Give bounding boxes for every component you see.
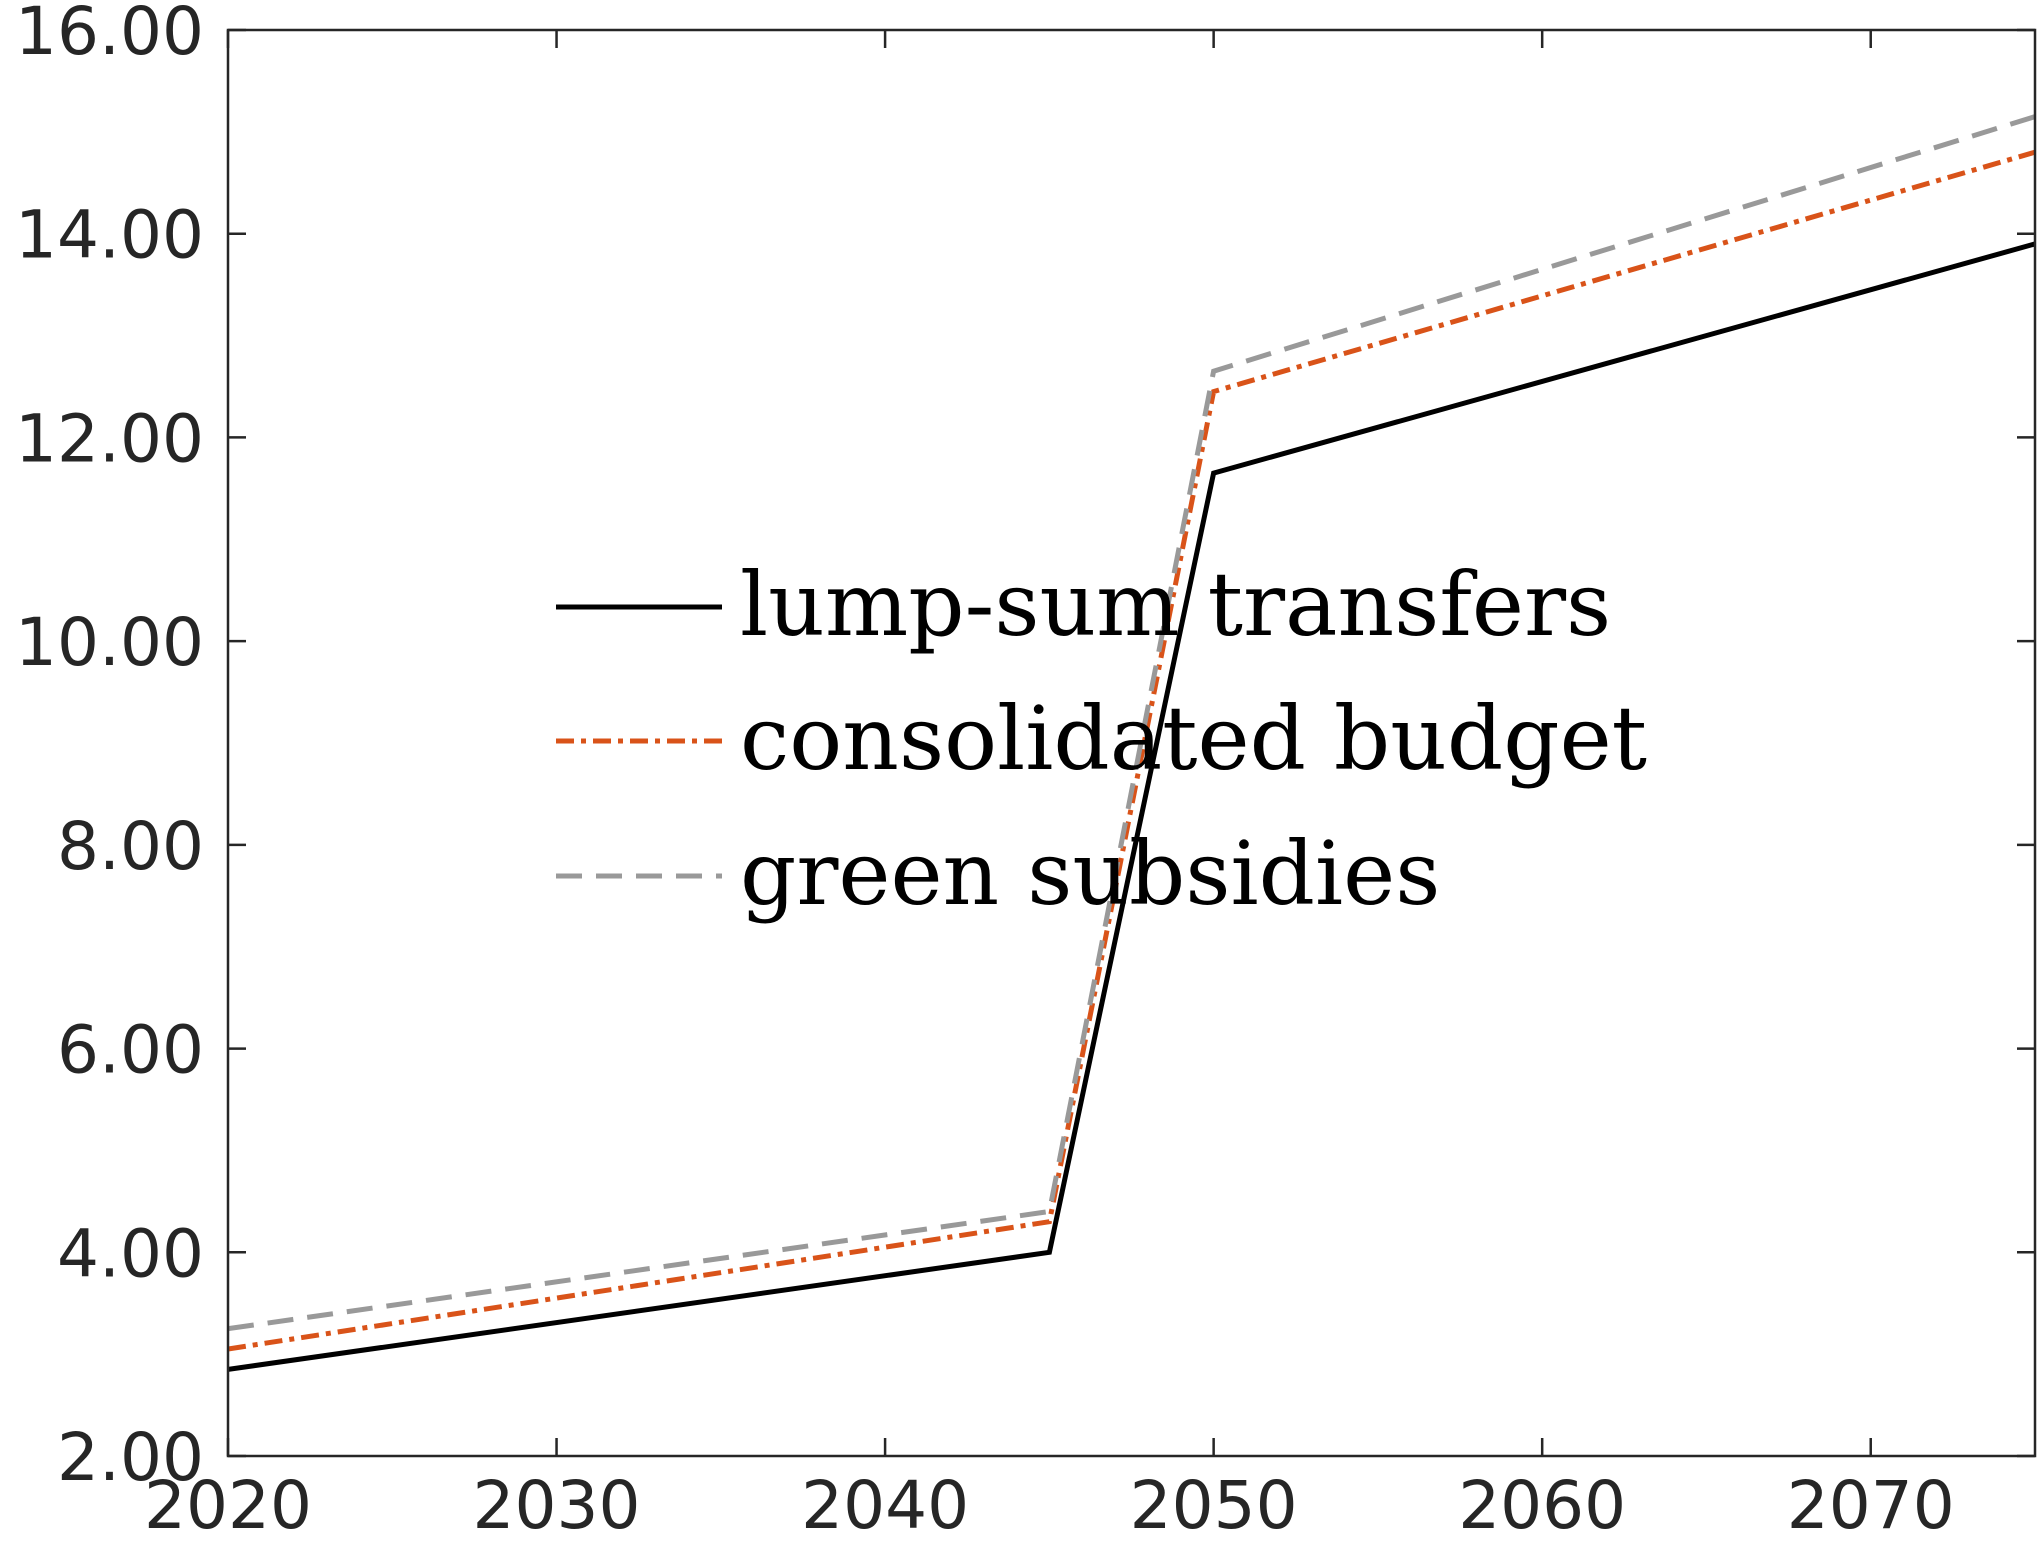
series-line-1 xyxy=(228,241,2035,1372)
y-tick-label: 14.00 xyxy=(15,197,204,274)
legend-label: consolidated budget xyxy=(740,687,1647,790)
legend-label: green subsidies xyxy=(740,822,1440,925)
legend-item: lump-sum transfers xyxy=(556,553,1611,656)
x-tick-label: 2040 xyxy=(801,1467,969,1544)
plot-area xyxy=(228,114,2035,1372)
y-tick-label: 12.00 xyxy=(15,400,204,477)
y-tick-label: 16.00 xyxy=(15,0,204,70)
x-tick-label: 2060 xyxy=(1458,1467,1626,1544)
x-tick-label: 2070 xyxy=(1787,1467,1955,1544)
series-line-3 xyxy=(228,114,2035,1332)
x-tick-label: 2030 xyxy=(473,1467,641,1544)
x-tick-label: 2050 xyxy=(1130,1467,1298,1544)
y-tick-label: 8.00 xyxy=(57,808,204,885)
legend-label: lump-sum transfers xyxy=(740,553,1611,656)
legend: lump-sum transfers consolidated budget gre… xyxy=(556,553,1647,925)
y-tick-label: 4.00 xyxy=(57,1215,204,1292)
legend-item: consolidated budget xyxy=(556,687,1647,790)
axis-ticks: 2020 2030 2040 2050 2060 2070 2.00 4.00 6.00 8.00… xyxy=(15,0,2035,1544)
y-tick-label: 6.00 xyxy=(57,1012,204,1089)
axes-frame xyxy=(226,28,2037,1458)
x-tick-label: 2020 xyxy=(144,1467,312,1544)
series-line-2 xyxy=(228,149,2035,1352)
y-tick-label: 2.00 xyxy=(57,1419,204,1496)
legend-item: green subsidies xyxy=(556,822,1440,925)
y-tick-label: 10.00 xyxy=(15,604,204,681)
